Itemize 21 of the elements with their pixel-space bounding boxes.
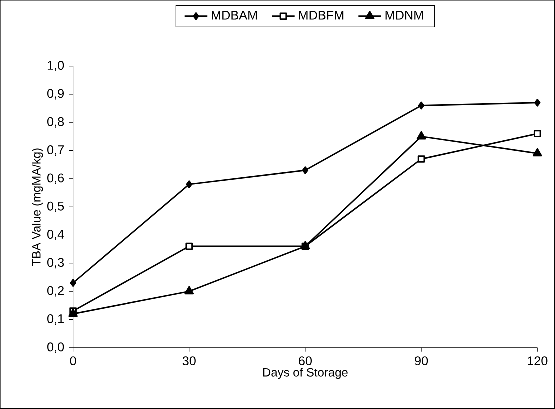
y-tick-label: 0,5 bbox=[48, 202, 64, 212]
x-tick-label: 90 bbox=[415, 356, 428, 366]
y-tick-label: 0,2 bbox=[48, 286, 64, 297]
legend-label: MDBFM bbox=[299, 10, 344, 20]
x-axis-title: Days of Storage bbox=[263, 368, 348, 380]
x-tick-label: 0 bbox=[70, 356, 76, 366]
x-tick-label: 30 bbox=[182, 356, 196, 366]
x-tick-label: 120 bbox=[528, 356, 548, 366]
x-tick-label: 60 bbox=[299, 356, 312, 366]
y-tick-label: 0,9 bbox=[48, 89, 64, 100]
y-tick-label: 0,4 bbox=[48, 230, 64, 240]
y-tick-label: 0,0 bbox=[48, 342, 64, 354]
legend-label: MDBAM bbox=[212, 10, 258, 20]
y-tick-label: 0,7 bbox=[48, 145, 64, 156]
y-tick-label: 0,8 bbox=[48, 117, 64, 128]
y-axis-title: TBA Value (mgMA/kg) bbox=[32, 148, 44, 266]
y-tick-label: 0,6 bbox=[48, 174, 64, 184]
y-tick-label: 0,1 bbox=[48, 314, 64, 325]
y-tick-label: 0,3 bbox=[48, 258, 64, 269]
y-tick-label: 1,0 bbox=[48, 60, 64, 72]
legend-label: MDNM bbox=[386, 10, 424, 20]
